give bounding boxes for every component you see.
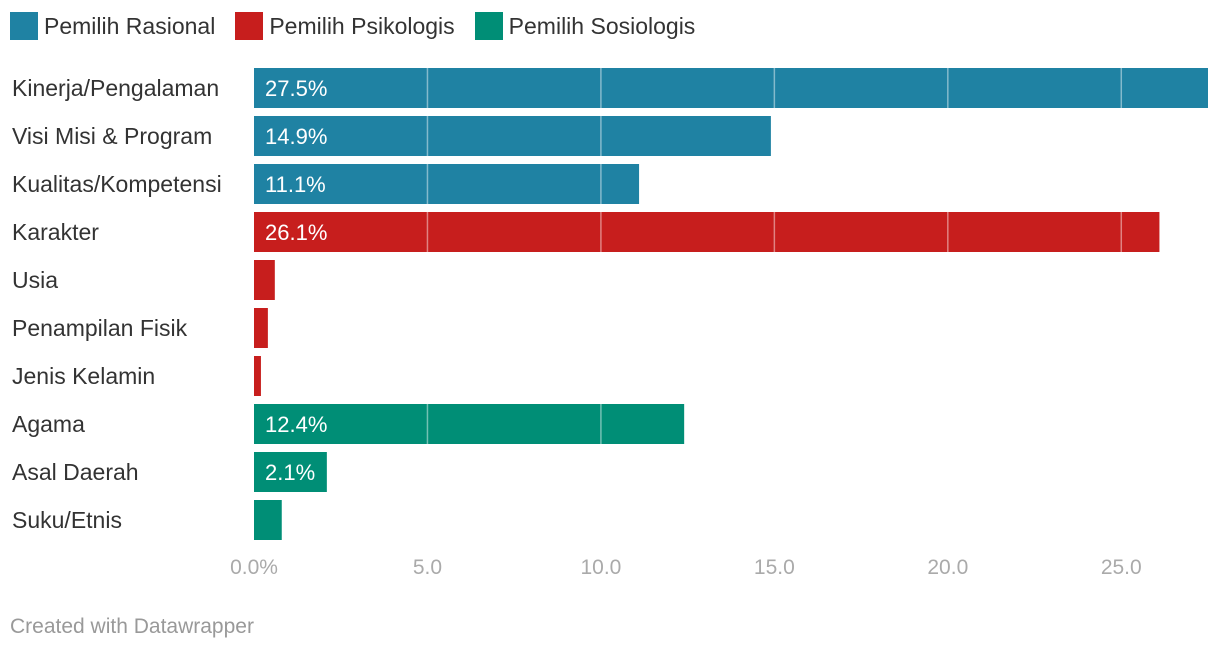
legend-item-rasional: Pemilih Rasional [10,12,215,40]
category-label: Jenis Kelamin [12,363,155,389]
bar [254,164,640,204]
bar [254,452,327,492]
bar [254,308,268,348]
x-tick-label: 0.0% [230,556,278,579]
data-label: 12.4% [265,412,327,437]
bar [254,500,282,540]
bar [254,356,261,396]
legend-label-psikologis: Pemilih Psikologis [269,12,455,39]
legend-label-rasional: Pemilih Rasional [44,12,216,39]
bar [254,260,275,300]
x-tick-label: 15.0 [754,556,795,579]
legend-item-sosiologis: Pemilih Sosiologis [474,12,696,40]
data-label: 2.1% [265,460,315,485]
category-label: Usia [12,267,58,293]
legend-item-psikologis: Pemilih Psikologis [235,12,455,40]
data-label: 26.1% [265,220,327,245]
category-label: Suku/Etnis [12,507,122,533]
x-tick-label: 25.0 [1101,556,1142,579]
category-label: Visi Misi & Program [12,123,212,149]
x-tick-label: 5.0 [413,556,442,579]
bar [254,116,771,156]
legend-swatch-sosiologis [474,12,503,40]
category-label: Asal Daerah [12,459,139,485]
bar [254,68,1208,108]
x-tick-label: 20.0 [927,556,968,579]
category-label: Penampilan Fisik [12,315,188,341]
legend-swatch-rasional [10,12,38,40]
x-tick-label: 10.0 [580,556,621,579]
category-label: Karakter [12,219,99,245]
data-label: 11.1% [265,172,326,197]
legend-label-sosiologis: Pemilih Sosiologis [508,12,696,39]
category-label: Agama [12,411,85,437]
data-label: 14.9% [265,124,327,149]
category-label: Kualitas/Kompetensi [12,171,222,197]
chart-legend: Pemilih Rasional Pemilih Psikologis Pemi… [10,12,695,40]
bar [254,404,685,444]
bar [254,212,1160,252]
footer-credit: Created with Datawrapper [10,615,254,638]
category-label: Kinerja/Pengalaman [12,75,219,101]
data-label: 27.5% [265,76,327,101]
legend-swatch-psikologis [235,12,264,40]
